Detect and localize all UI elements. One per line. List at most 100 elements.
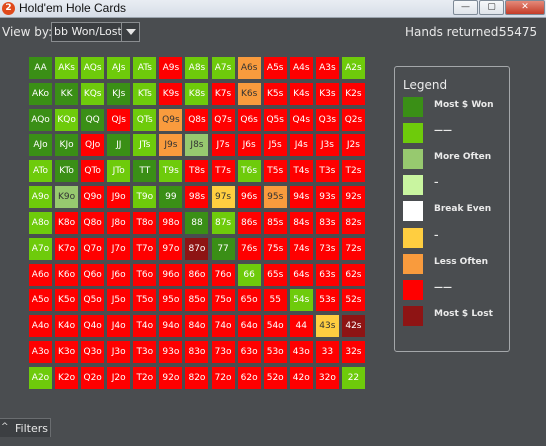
hand-cell[interactable]: K6o [55, 263, 79, 286]
hand-cell[interactable]: K2s [341, 82, 365, 105]
hand-cell[interactable]: AJo [29, 134, 52, 157]
hand-cell[interactable]: KTo [55, 160, 79, 183]
hand-cell[interactable]: 75s [263, 237, 287, 260]
hand-cell[interactable]: 55 [263, 289, 287, 312]
hand-cell[interactable]: J4o [107, 315, 131, 338]
hand-cell[interactable]: KJo [55, 134, 79, 157]
hand-cell[interactable]: 66 [237, 263, 261, 286]
hand-cell[interactable]: K4o [55, 315, 79, 338]
hand-cell[interactable]: 22 [341, 366, 365, 389]
hand-cell[interactable]: K7s [211, 82, 235, 105]
hand-cell[interactable]: J2o [107, 366, 131, 389]
hand-cell[interactable]: 87s [211, 211, 235, 234]
hand-cell[interactable]: 75o [211, 289, 235, 312]
hand-cell[interactable]: A8s [185, 57, 209, 79]
hand-cell[interactable]: 86o [185, 263, 209, 286]
hand-cell[interactable]: 74o [211, 315, 235, 338]
hand-cell[interactable]: 32o [315, 366, 339, 389]
hand-cell[interactable]: 63o [237, 341, 261, 364]
hand-cell[interactable]: 72s [341, 237, 365, 260]
hand-cell[interactable]: A6o [29, 263, 52, 286]
hand-cell[interactable]: A4s [289, 57, 313, 79]
hand-cell[interactable]: AKs [55, 57, 79, 79]
hand-cell[interactable]: 83o [185, 341, 209, 364]
hand-cell[interactable]: J3s [315, 134, 339, 157]
hand-cell[interactable]: KJs [107, 82, 131, 105]
minimize-button[interactable]: — [453, 0, 478, 15]
hand-cell[interactable]: 65s [263, 263, 287, 286]
hand-cell[interactable]: T9o [133, 186, 157, 209]
chevron-down-icon[interactable] [121, 23, 139, 41]
hand-cell[interactable]: J6s [237, 134, 261, 157]
hand-cell[interactable]: 82o [185, 366, 209, 389]
hand-cell[interactable]: QTs [133, 108, 157, 131]
hand-cell[interactable]: JTo [107, 160, 131, 183]
hand-cell[interactable]: K3s [315, 82, 339, 105]
hand-cell[interactable]: K4s [289, 82, 313, 105]
hand-cell[interactable]: 54o [263, 315, 287, 338]
hand-cell[interactable]: AA [29, 57, 52, 79]
hand-cell[interactable]: T7o [133, 237, 157, 260]
filters-toggle[interactable]: ^ Filters [0, 418, 51, 437]
hand-cell[interactable]: 87o [185, 237, 209, 260]
hand-cell[interactable]: T5s [263, 160, 287, 183]
hand-cell[interactable]: JTs [133, 134, 157, 157]
hand-cell[interactable]: A7o [29, 237, 52, 260]
hand-cell[interactable]: K9o [55, 186, 79, 209]
hand-cell[interactable]: T2o [133, 366, 157, 389]
hand-cell[interactable]: 76o [211, 263, 235, 286]
hand-cell[interactable]: AJs [107, 57, 131, 79]
hand-cell[interactable]: JJ [107, 134, 131, 157]
hand-cell[interactable]: 73o [211, 341, 235, 364]
hand-cell[interactable]: A2s [341, 57, 365, 79]
hand-cell[interactable]: Q4s [289, 108, 313, 131]
hand-cell[interactable]: 63s [315, 263, 339, 286]
hand-cell[interactable]: Q9o [81, 186, 105, 209]
hand-cell[interactable]: 73s [315, 237, 339, 260]
hand-cell[interactable]: J3o [107, 341, 131, 364]
hand-cell[interactable]: 93o [159, 341, 183, 364]
hand-cell[interactable]: 99 [159, 186, 183, 209]
hand-cell[interactable]: A3o [29, 341, 52, 364]
hand-cell[interactable]: A3s [315, 57, 339, 79]
hand-cell[interactable]: 62s [341, 263, 365, 286]
hand-cell[interactable]: 52o [263, 366, 287, 389]
hand-cell[interactable]: 42s [341, 315, 365, 338]
hand-cell[interactable]: 62o [237, 366, 261, 389]
hand-cell[interactable]: A5s [263, 57, 287, 79]
hand-cell[interactable]: T4o [133, 315, 157, 338]
hand-cell[interactable]: 83s [315, 211, 339, 234]
hand-cell[interactable]: 97s [211, 186, 235, 209]
hand-cell[interactable]: QJo [81, 134, 105, 157]
hand-cell[interactable]: K9s [159, 82, 183, 105]
hand-cell[interactable]: J2s [341, 134, 365, 157]
hand-cell[interactable]: T9s [159, 160, 183, 183]
hand-cell[interactable]: 96o [159, 263, 183, 286]
hand-cell[interactable]: 44 [289, 315, 313, 338]
hand-cell[interactable]: 92o [159, 366, 183, 389]
hand-cell[interactable]: J9o [107, 186, 131, 209]
hand-cell[interactable]: T3s [315, 160, 339, 183]
hand-cell[interactable]: 95s [263, 186, 287, 209]
hand-cell[interactable]: J8s [185, 134, 209, 157]
hand-cell[interactable]: KQs [81, 82, 105, 105]
hand-cell[interactable]: 86s [237, 211, 261, 234]
hand-cell[interactable]: Q2o [81, 366, 105, 389]
hand-cell[interactable]: K2o [55, 366, 79, 389]
hand-cell[interactable]: 97o [159, 237, 183, 260]
hand-cell[interactable]: 64o [237, 315, 261, 338]
hand-cell[interactable]: Q6o [81, 263, 105, 286]
hand-cell[interactable]: 43o [289, 341, 313, 364]
hand-cell[interactable]: K3o [55, 341, 79, 364]
hand-cell[interactable]: A5o [29, 289, 52, 312]
hand-cell[interactable]: Q7s [211, 108, 235, 131]
hand-cell[interactable]: J4s [289, 134, 313, 157]
hand-cell[interactable]: J7s [211, 134, 235, 157]
hand-cell[interactable]: 33 [315, 341, 339, 364]
hand-cell[interactable]: T6o [133, 263, 157, 286]
hand-cell[interactable]: Q3o [81, 341, 105, 364]
hand-cell[interactable]: Q5o [81, 289, 105, 312]
hand-cell[interactable]: T4s [289, 160, 313, 183]
hand-cell[interactable]: K7o [55, 237, 79, 260]
hand-cell[interactable]: 85o [185, 289, 209, 312]
